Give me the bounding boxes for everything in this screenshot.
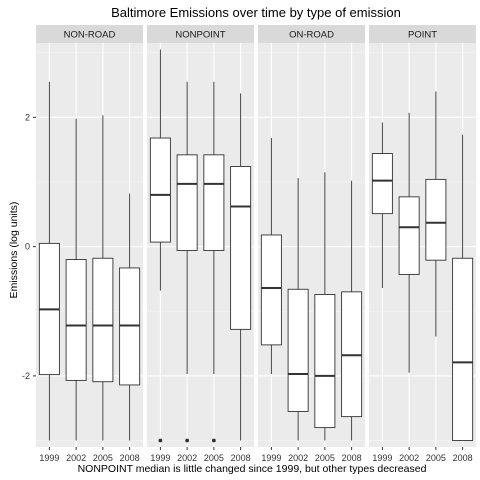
facet-point: POINT 1999 2002 2005 2008	[369, 25, 476, 463]
x-tick-label: 2005	[93, 453, 113, 463]
x-tick-label: 2008	[231, 453, 251, 463]
box-iqr	[261, 235, 281, 345]
x-axis-title: NONPOINT median is little changed since …	[78, 463, 427, 475]
box-iqr	[315, 294, 335, 427]
facet-strip-label: POINT	[408, 30, 437, 41]
facet-on-road: ON-ROAD 1999 2002 2005 2008	[258, 25, 365, 463]
facet-strip-label: ON-ROAD	[289, 30, 334, 41]
box-iqr	[372, 154, 392, 214]
x-tick-label: 1999	[372, 453, 392, 463]
facet-strip-label: NON-ROAD	[64, 30, 116, 41]
x-tick-label: 2002	[399, 453, 419, 463]
outlier-point	[185, 439, 189, 443]
y-tick-label: 0	[25, 242, 30, 252]
y-tick-label: -2	[22, 371, 30, 381]
box-iqr	[399, 197, 419, 275]
x-tick-label: 2002	[288, 453, 308, 463]
x-tick-label: 1999	[261, 453, 281, 463]
box-iqr	[453, 258, 473, 440]
box-iqr	[150, 138, 170, 242]
box-iqr	[177, 155, 197, 251]
facet-nonpoint: NONPOINT 1999 2002 2005 2008	[147, 25, 254, 463]
x-tick-label: 2005	[426, 453, 446, 463]
facet-panels: -2 0 2 NON-ROAD 1999 2002 2005 2008 NONPOINT 1999…	[22, 25, 476, 463]
x-tick-label: 2002	[66, 453, 86, 463]
chart-title: Baltimore Emissions over time by type of…	[111, 5, 401, 20]
box-iqr	[288, 289, 308, 411]
facet-strip-label: NONPOINT	[175, 30, 225, 41]
x-tick-label: 2008	[120, 453, 140, 463]
x-tick-label: 2002	[177, 453, 197, 463]
y-tick-label: 2	[25, 112, 30, 122]
outlier-point	[158, 439, 162, 443]
outlier-point	[212, 439, 216, 443]
box-iqr	[93, 258, 113, 381]
x-tick-label: 2005	[315, 453, 335, 463]
box-iqr	[204, 155, 224, 251]
x-tick-label: 2005	[204, 453, 224, 463]
facet-non-road: NON-ROAD 1999 2002 2005 2008	[36, 25, 143, 463]
x-tick-label: 1999	[39, 453, 59, 463]
box-iqr	[426, 179, 446, 260]
x-tick-label: 1999	[150, 453, 170, 463]
x-tick-label: 2008	[342, 453, 362, 463]
y-axis-title: Emissions (log units)	[8, 202, 20, 299]
box-iqr	[66, 260, 86, 381]
x-tick-label: 2008	[453, 453, 473, 463]
box-iqr	[231, 166, 251, 329]
